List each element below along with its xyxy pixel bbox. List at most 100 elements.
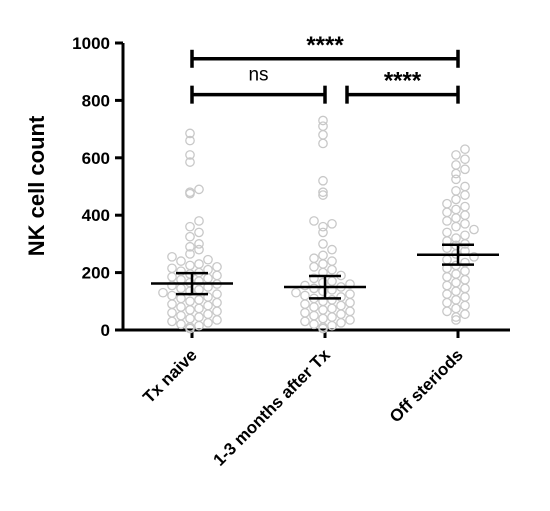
data-point [460,309,470,320]
data-point [185,157,195,167]
data-point [167,263,177,274]
y-tick-label: 1000 [72,34,110,53]
data-point [176,302,186,312]
data-point [460,164,470,175]
data-point [318,129,328,140]
y-tick-label: 400 [82,206,110,225]
data-point [185,187,195,198]
data-point [469,251,479,262]
data-point [460,210,470,221]
data-point [176,283,186,294]
data-point [327,276,337,287]
data-point [194,184,204,195]
y-tick-label: 0 [101,321,110,340]
data-point [176,256,186,266]
data-point [327,303,337,314]
data-point [442,272,452,282]
data-point [442,280,452,291]
x-category-label: Tx naive [139,345,201,407]
data-point [318,296,328,307]
data-point [460,190,470,200]
data-point [194,244,204,255]
data-point [442,306,452,317]
data-point [194,216,204,226]
data-point [176,266,186,277]
x-axis: Tx naive 1-3 months after Tx Off steriods [121,328,510,470]
data-point [300,307,310,318]
data-point [442,207,452,218]
data-point [185,296,195,307]
data-point [460,218,470,229]
data-point [460,144,470,155]
significance-label: ns [248,65,268,86]
data-point [318,190,328,200]
y-tick-label: 200 [82,264,110,283]
data-point [185,313,195,324]
data-point [309,310,319,321]
data-point [460,257,470,268]
significance-brackets: **** ns **** [190,32,460,104]
data-point [167,316,177,327]
data-point [291,287,301,298]
data-point [451,269,461,279]
data-point [318,313,328,324]
data-point [185,128,195,139]
data-point [167,290,177,301]
data-point [327,312,337,322]
data-point [327,264,337,275]
data-point [336,300,346,311]
data-point [300,299,310,310]
data-point [318,175,328,186]
data-point [300,316,310,327]
data-point [185,231,195,242]
data-point [469,224,479,235]
x-category-label: 1-3 months after Tx [210,345,335,470]
data-point [194,259,204,269]
data-point [167,251,177,262]
data-point [212,315,222,325]
data-point [460,154,470,165]
data-point [442,289,452,299]
data-point [318,227,328,238]
data-point [460,300,470,311]
data-point [203,292,213,302]
data-point [318,115,328,126]
data-point [345,289,355,299]
data-point [300,290,310,301]
data-points [158,115,479,334]
data-point [327,256,337,266]
significance-label: **** [306,32,344,59]
data-point [460,230,470,241]
data-point [167,272,177,282]
data-point [212,289,222,299]
data-point [451,295,461,305]
data-point [460,283,470,294]
data-point [336,292,346,302]
data-point [451,185,461,196]
data-point [203,317,213,328]
data-point [176,319,186,330]
data-point [460,292,470,302]
data-point [460,274,470,285]
data-point [318,221,328,232]
data-point [158,287,168,298]
data-point [185,260,195,271]
data-point [318,187,328,198]
y-tick-label: 600 [82,149,110,168]
data-point [451,194,461,205]
data-point [327,295,337,305]
data-point [451,204,461,215]
data-point [309,283,319,294]
data-point [185,150,195,160]
data-point [318,259,328,269]
data-point [451,303,461,314]
data-point [460,181,470,192]
data-point [451,233,461,244]
data-point [451,174,461,185]
data-point [194,284,204,295]
data-point [212,270,222,281]
data-point [185,241,195,252]
data-point [300,280,310,291]
data-point [318,305,328,315]
